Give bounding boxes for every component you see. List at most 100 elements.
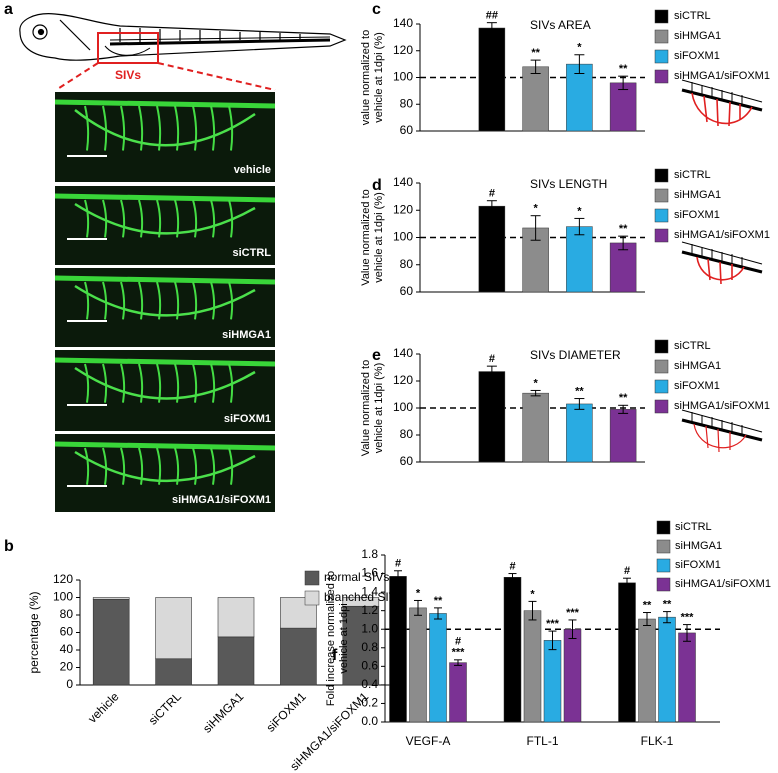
legend-swatch	[654, 359, 669, 374]
vessel	[228, 105, 234, 151]
bar-segment	[217, 636, 255, 686]
bar	[563, 628, 582, 723]
legend-swatch	[656, 520, 671, 535]
vessel	[192, 363, 198, 403]
y-tick-label: 120	[53, 572, 73, 586]
vessel	[74, 284, 256, 317]
y-tick-label: 120	[393, 373, 413, 387]
y-tick-label: 0.8	[361, 640, 378, 654]
image-label: vehicle	[234, 164, 271, 176]
vessel	[84, 281, 90, 320]
legend-swatch	[654, 9, 669, 24]
y-tick-label: 100	[53, 590, 73, 604]
significance-label: *	[416, 587, 421, 599]
vessel	[156, 199, 162, 238]
significance-label: **	[643, 599, 652, 611]
significance-label: ***	[566, 607, 580, 619]
x-tick-label: FLK-1	[641, 734, 674, 748]
y-tick-label: 80	[60, 607, 74, 621]
vessel	[102, 199, 108, 238]
vessel	[156, 363, 162, 403]
y-tick-label: 120	[393, 202, 413, 216]
legend-swatch	[654, 208, 669, 223]
bar-segment	[92, 598, 130, 686]
vessel	[210, 281, 216, 320]
highlight-box	[97, 32, 159, 64]
y-tick-label: 140	[393, 16, 413, 30]
vessel	[138, 199, 144, 238]
vessel	[192, 447, 198, 485]
siv-icon	[681, 409, 763, 453]
panel-letter: a	[4, 1, 13, 18]
significance-label: #	[489, 353, 495, 365]
y-axis-label: Fold increase normalized to	[325, 571, 337, 706]
x-tick-label: siFOXM1	[263, 689, 308, 734]
legend-label: siHMGA1	[674, 189, 721, 201]
legend-label: siHMGA1	[674, 30, 721, 42]
y-axis-label: vehicle at 1dpi (%)	[373, 363, 385, 454]
significance-label: #	[395, 558, 401, 570]
vessel	[174, 105, 180, 151]
panel-letter: b	[4, 538, 14, 555]
significance-label: **	[619, 63, 628, 75]
y-tick-label: 80	[400, 96, 414, 110]
vessel	[102, 281, 108, 320]
x-tick-label: vehicle	[85, 689, 122, 726]
bar	[609, 82, 637, 132]
significance-label: ***	[681, 611, 695, 623]
legend-swatch	[654, 49, 669, 64]
y-tick-label: 1.0	[361, 621, 378, 635]
y-tick-label: 60	[400, 454, 414, 468]
bar	[503, 577, 522, 723]
region-label: SIVs	[115, 68, 141, 82]
bar-segment	[342, 605, 380, 686]
bar-segment	[217, 597, 255, 638]
legend-label: siHMGA1/siFOXM1	[675, 578, 771, 590]
panel-letter: f	[332, 647, 338, 664]
legend-label: siFOXM1	[674, 380, 720, 392]
y-tick-label: 60	[400, 123, 414, 137]
vessel	[174, 199, 180, 238]
bar	[566, 63, 593, 132]
y-axis-label: vehicle at 1dpi (%)	[373, 192, 385, 283]
vessel	[192, 281, 198, 320]
legend-label: siCTRL	[674, 10, 711, 22]
significance-label: *	[533, 203, 538, 215]
significance-label: #	[624, 565, 630, 577]
y-tick-label: 0.4	[361, 677, 378, 691]
image-label: siHMGA1	[222, 329, 271, 341]
legend-label: siHMGA1/siFOXM1	[674, 70, 770, 82]
vessel	[228, 199, 234, 238]
legend-swatch	[304, 570, 320, 586]
y-axis-label: value normalized to	[360, 30, 372, 125]
y-tick-label: 140	[393, 175, 413, 189]
y-tick-label: 40	[60, 642, 74, 656]
significance-label: ***	[452, 647, 466, 659]
bar	[522, 66, 549, 132]
significance-label: ***	[546, 618, 560, 630]
y-tick-label: 1.8	[361, 547, 378, 561]
significance-label: **	[619, 392, 628, 404]
vessel	[210, 363, 216, 403]
vessel	[102, 447, 108, 485]
y-tick-label: 1.2	[361, 603, 378, 617]
y-tick-label: 140	[393, 346, 413, 360]
y-tick-label: 1.6	[361, 566, 378, 580]
significance-label: #	[455, 636, 461, 648]
vessel	[138, 281, 144, 320]
significance-label: **	[619, 223, 628, 235]
legend-swatch	[654, 339, 669, 354]
bar	[678, 632, 696, 723]
legend-label: siHMGA1/siFOXM1	[674, 229, 770, 241]
vessel	[74, 450, 256, 483]
bar	[523, 610, 542, 723]
legend-swatch	[656, 539, 671, 554]
x-tick-label: siHMGA1	[200, 689, 246, 735]
legend-swatch	[656, 558, 671, 573]
vessel	[156, 447, 162, 485]
legend-swatch	[654, 379, 669, 394]
significance-label: #	[509, 560, 515, 572]
vessel	[192, 199, 198, 238]
vessel	[192, 105, 198, 151]
